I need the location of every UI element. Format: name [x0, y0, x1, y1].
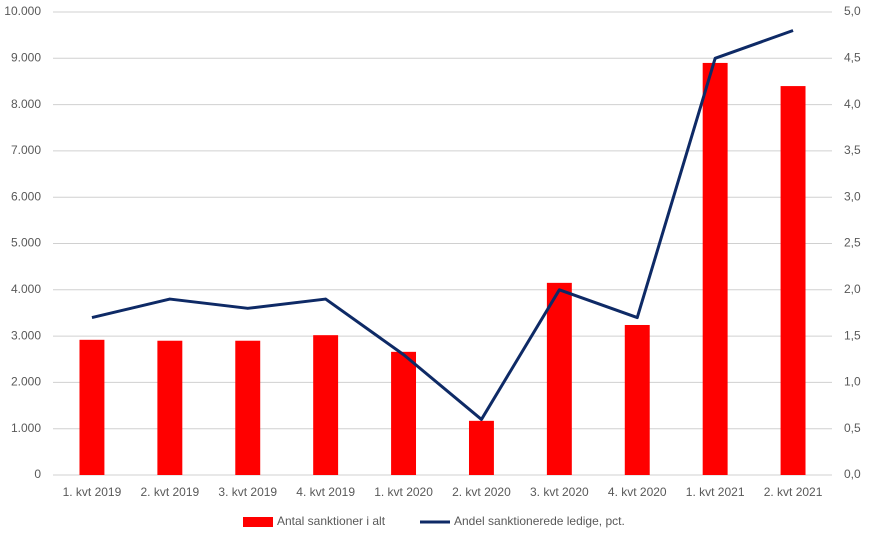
y-tick-label: 6.000: [11, 189, 41, 203]
y-tick-label: 0,5: [844, 421, 861, 435]
legend-label: Antal sanktioner i alt: [277, 514, 386, 528]
bar: [702, 62, 728, 476]
bar: [79, 339, 105, 475]
y-tick-label: 9.000: [11, 50, 41, 64]
x-tick-label: 2. kvt 2020: [452, 485, 511, 499]
y-tick-label: 3,0: [844, 189, 861, 203]
x-tick-label: 1. kvt 2021: [686, 485, 745, 499]
x-tick-label: 2. kvt 2019: [140, 485, 199, 499]
bar: [313, 335, 339, 475]
y-tick-label: 10.000: [4, 4, 41, 18]
y-tick-label: 0: [34, 467, 41, 481]
x-tick-label: 3. kvt 2020: [530, 485, 589, 499]
y-tick-label: 2,0: [844, 282, 861, 296]
x-tick-label: 1. kvt 2020: [374, 485, 433, 499]
y-tick-label: 2,5: [844, 236, 861, 250]
x-tick-label: 1. kvt 2019: [63, 485, 122, 499]
y-tick-label: 3.000: [11, 328, 41, 342]
x-tick-label: 3. kvt 2019: [218, 485, 277, 499]
bar: [780, 86, 806, 475]
y-tick-label: 5,0: [844, 4, 861, 18]
y-tick-label: 4,5: [844, 50, 861, 64]
bar: [235, 340, 261, 475]
y-tick-label: 2.000: [11, 375, 41, 389]
bar: [546, 282, 572, 475]
y-tick-label: 7.000: [11, 143, 41, 157]
x-tick-label: 4. kvt 2019: [296, 485, 355, 499]
bar: [157, 340, 183, 475]
y-tick-label: 1.000: [11, 421, 41, 435]
legend-swatch: [243, 517, 273, 527]
y-tick-label: 1,5: [844, 328, 861, 342]
line: [91, 29, 794, 421]
y-tick-label: 5.000: [11, 236, 41, 250]
bar: [391, 351, 417, 475]
y-tick-label: 1,0: [844, 375, 861, 389]
bar: [624, 324, 650, 475]
y-tick-label: 3,5: [844, 143, 861, 157]
legend-label: Andel sanktionerede ledige, pct.: [454, 514, 625, 528]
bar: [468, 420, 494, 475]
y-tick-label: 0,0: [844, 467, 861, 481]
y-tick-label: 4.000: [11, 282, 41, 296]
y-tick-label: 8.000: [11, 97, 41, 111]
x-tick-label: 4. kvt 2020: [608, 485, 667, 499]
y-tick-label: 4,0: [844, 97, 861, 111]
x-tick-label: 2. kvt 2021: [764, 485, 823, 499]
